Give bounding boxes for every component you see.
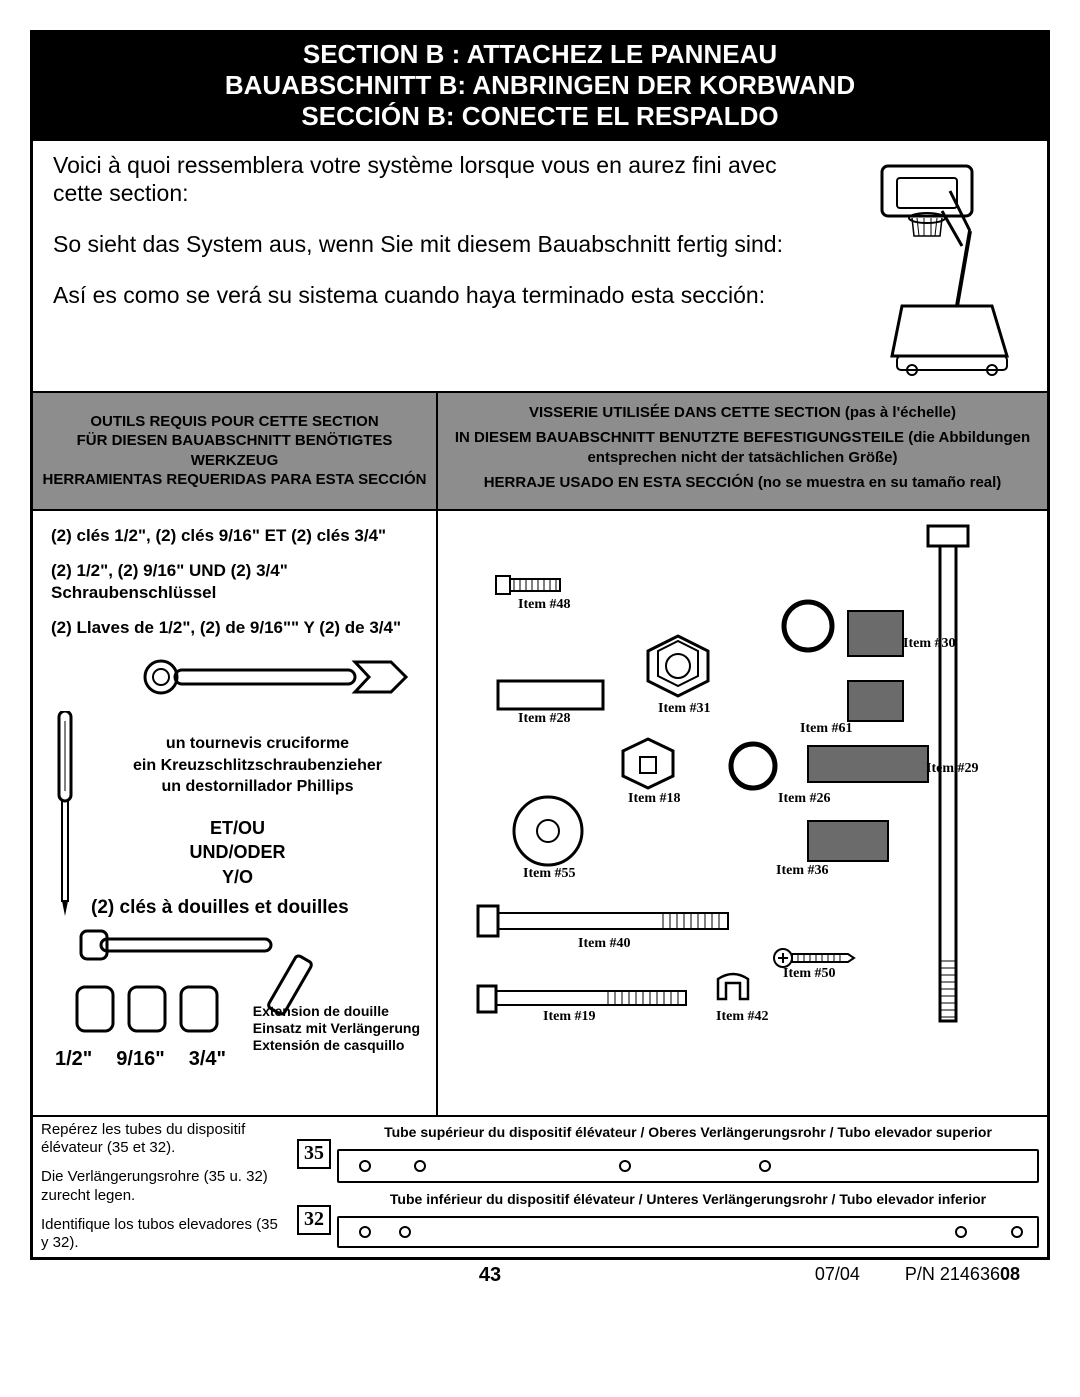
label-item-18: Item #18 [628, 791, 681, 807]
upper-tube-drawing [337, 1149, 1039, 1183]
screwdriver-illustration [45, 711, 85, 928]
wrench-es: (2) Llaves de 1/2", (2) de 9/16"" Y (2) … [51, 617, 424, 640]
tools-column: (2) clés 1/2", (2) clés 9/16" ET (2) clé… [33, 511, 438, 1115]
section-header: SECTION B : ATTACHEZ LE PANNEAU BAUABSCH… [33, 33, 1047, 141]
tools-header-fr: OUTILS REQUIS POUR CETTE SECTION [41, 412, 428, 432]
lower-tube-drawing [337, 1216, 1039, 1248]
hardware-header-es: HERRAJE USADO EN ESTA SECCIÓN (no se mue… [446, 473, 1039, 493]
basketball-system-illustration [827, 151, 1027, 381]
intro-fr: Voici à quoi ressemblera votre système l… [53, 151, 827, 209]
header-line-es: SECCIÓN B: CONECTE EL RESPALDO [33, 101, 1047, 132]
ext-fr: Extension de douille [253, 1003, 420, 1020]
wrench-de: (2) 1/2", (2) 9/16" UND (2) 3/4" Schraub… [51, 560, 424, 606]
label-item-29: Item #29 [926, 761, 979, 777]
hardware-header-de: IN DIESEM BAUABSCHNITT BENUTZTE BEFESTIG… [446, 428, 1039, 467]
label-item-50: Item #50 [783, 966, 836, 982]
intro-es: Así es como se verá su sistema cuando ha… [53, 281, 827, 310]
intro-text: Voici à quoi ressemblera votre système l… [53, 151, 827, 381]
label-item-48: Item #48 [518, 597, 571, 613]
phillips-es: un destornillador Phillips [91, 776, 424, 798]
ext-es: Extensión de casquillo [253, 1037, 420, 1054]
etou: ET/OU [51, 816, 424, 840]
tubes-fr: Repérez les tubes du dispositif élévateu… [41, 1121, 285, 1159]
undoder: UND/ODER [51, 840, 424, 864]
intro-row: Voici à quoi ressemblera votre système l… [33, 141, 1047, 391]
extension-label: Extension de douille Einsatz mit Verläng… [253, 1003, 420, 1053]
part-number: P/N 21463608 [905, 1264, 1020, 1284]
upper-tube-label: Tube supérieur du dispositif élévateur /… [337, 1124, 1039, 1141]
intro-de: So sieht das System aus, wenn Sie mit di… [53, 230, 827, 259]
header-line-fr: SECTION B : ATTACHEZ LE PANNEAU [33, 39, 1047, 70]
num-32: 32 [297, 1205, 331, 1235]
tools-header-es: HERRAMIENTAS REQUERIDAS PARA ESTA SECCIÓ… [41, 470, 428, 490]
label-item-26: Item #26 [778, 791, 831, 807]
label-item-42: Item #42 [716, 1009, 769, 1025]
footer-date: 07/04 [815, 1264, 860, 1284]
wrench-illustration [51, 652, 424, 729]
header-line-de: BAUABSCHNITT B: ANBRINGEN DER KORBWAND [33, 70, 1047, 101]
label-item-55: Item #55 [523, 866, 576, 882]
label-item-61: Item #61 [800, 721, 853, 737]
tube-numbers: 35 32 [291, 1121, 337, 1254]
tools-header-de: FÜR DIESEN BAUABSCHNITT BENÖTIGTES WERKZ… [41, 431, 428, 470]
label-item-40: Item #40 [578, 936, 631, 952]
yo: Y/O [51, 865, 424, 889]
label-item-31: Item #31 [658, 701, 711, 717]
label-item-19: Item #19 [543, 1009, 596, 1025]
wrench-fr: (2) clés 1/2", (2) clés 9/16" ET (2) clé… [51, 525, 424, 548]
gray-headers: OUTILS REQUIS POUR CETTE SECTION FÜR DIE… [33, 391, 1047, 511]
phillips-fr: un tournevis cruciforme [91, 733, 424, 755]
socket-line: (2) clés à douilles et douilles [91, 895, 424, 921]
lower-tube-label: Tube inférieur du dispositif élévateur /… [337, 1191, 1039, 1208]
wrench-text: (2) clés 1/2", (2) clés 9/16" ET (2) clé… [51, 525, 424, 641]
label-item-28: Item #28 [518, 711, 571, 727]
footer: 43 07/04 P/N 21463608 [30, 1260, 1050, 1287]
tube-drawings: Tube supérieur du dispositif élévateur /… [337, 1121, 1039, 1254]
label-item-36: Item #36 [776, 863, 829, 879]
phillips-de: ein Kreuzschlitzschraubenzieher [91, 755, 424, 777]
page: SECTION B : ATTACHEZ LE PANNEAU BAUABSCH… [0, 0, 1080, 1397]
tubes-text: Repérez les tubes du dispositif élévateu… [41, 1121, 291, 1254]
num-35: 35 [297, 1139, 331, 1169]
phillips-text: un tournevis cruciforme ein Kreuzschlitz… [91, 733, 424, 798]
main-columns: (2) clés 1/2", (2) clés 9/16" ET (2) clé… [33, 511, 1047, 1115]
ext-de: Einsatz mit Verlängerung [253, 1020, 420, 1037]
tubes-es: Identifique los tubos elevadores (35 y 3… [41, 1216, 285, 1254]
hardware-header-fr: VISSERIE UTILISÉE DANS CETTE SECTION (pa… [446, 403, 1039, 423]
hardware-column: Item #48 Item #28 Item #31 Item #30 Item… [438, 511, 1078, 1115]
socket-illustration: Extension de douille Einsatz mit Verläng… [51, 927, 424, 1054]
main-frame: SECTION B : ATTACHEZ LE PANNEAU BAUABSCH… [30, 30, 1050, 1260]
hardware-header: VISSERIE UTILISÉE DANS CETTE SECTION (pa… [438, 393, 1047, 509]
label-item-30: Item #30 [903, 636, 956, 652]
tools-header: OUTILS REQUIS POUR CETTE SECTION FÜR DIE… [33, 393, 438, 509]
tubes-row: Repérez les tubes du dispositif élévateu… [33, 1115, 1047, 1258]
tubes-de: Die Verlängerungsrohre (35 u. 32) zurech… [41, 1168, 285, 1206]
et-ou-block: ET/OU UND/ODER Y/O [51, 816, 424, 889]
page-number: 43 [479, 1264, 501, 1287]
